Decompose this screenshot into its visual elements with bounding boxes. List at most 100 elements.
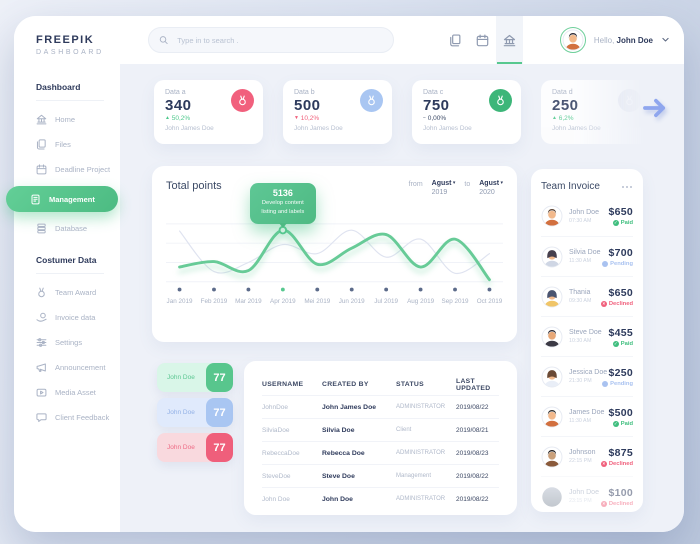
logo-title: FREEPIK: [36, 34, 95, 46]
invoice-item: Steve Doe 10:30 AM $455 ✓ Paid: [541, 316, 633, 356]
cell-username: SteveDoe: [262, 472, 291, 480]
chevron-down-icon[interactable]: [661, 31, 670, 49]
cell-created-by: John Doe: [322, 495, 353, 503]
month-dot: [418, 287, 423, 292]
invoice-status: × Declined: [600, 500, 633, 507]
topbar-bank-button[interactable]: [496, 16, 523, 64]
invoice-time: 10:30 AM: [569, 338, 592, 344]
paid-status-icon: ✓: [612, 220, 619, 226]
divider: [36, 100, 104, 101]
arrow-right-icon: [642, 97, 668, 119]
sidebar-item-label: Team Award: [55, 288, 97, 297]
avatar: [541, 246, 563, 267]
stat-value: 500: [294, 97, 321, 114]
month-dot: [315, 287, 320, 292]
stat-card-data-d: Data d 250 ▲ 6,2% John James Doe: [541, 80, 650, 144]
score-card[interactable]: John Doe 77: [157, 363, 233, 392]
sidebar-item-database[interactable]: Database: [14, 216, 120, 241]
sidebar-item-client-feedback[interactable]: Client Feedback: [14, 405, 120, 430]
topbar-files-button[interactable]: [442, 16, 469, 64]
date-range: from Agust ▾ 2019 to Agust ▾ 2020: [409, 180, 503, 196]
invoice-amount: $700: [608, 246, 633, 259]
invoice-name: Steve Doe: [569, 329, 602, 336]
sidebar-item-announcement[interactable]: Announcement: [14, 355, 120, 380]
cell-status: ADMINISTRATOR: [396, 404, 446, 410]
x-tick-label: Jan 2019: [166, 298, 193, 306]
next-cards-button[interactable]: [642, 97, 668, 124]
cell-status: ADMINISTRATOR: [396, 496, 446, 502]
cell-username: JohnDoe: [262, 403, 289, 411]
sidebar-item-home[interactable]: Home: [14, 107, 120, 132]
topbar: Hello, John Doe: [120, 16, 684, 64]
invoice-time: 11:30 AM: [569, 418, 591, 424]
x-tick-label: Aug 2019: [407, 298, 435, 306]
chart-tooltip: 5136 Develop content listing and labels: [249, 183, 316, 224]
files-icon: [449, 34, 462, 47]
month-dot: [487, 287, 492, 292]
sidebar-item-label: Media Asset: [55, 388, 96, 397]
search-input[interactable]: [175, 34, 383, 46]
score-card[interactable]: John Doe 77: [157, 398, 233, 427]
sidebar-item-invoice-data[interactable]: Invoice data: [14, 305, 120, 330]
chat-icon: [36, 412, 47, 423]
sidebar-item-files[interactable]: Files: [14, 132, 120, 157]
invoice-time: 07:30 AM: [569, 217, 592, 224]
user-menu[interactable]: Hello, John Doe: [559, 16, 670, 64]
user-avatar[interactable]: [559, 27, 586, 53]
table-row: RebeccaDoe Rebecca Doe ADMINISTRATOR 201…: [262, 441, 499, 464]
cell-last-updated: 2019/08/22: [456, 495, 489, 503]
cell-created-by: Rebecca Doe: [322, 449, 365, 457]
medal-icon: [618, 89, 641, 112]
score-card[interactable]: John Doe 77: [157, 433, 233, 462]
stat-delta: ▼ 10,2%: [294, 115, 320, 122]
sidebar-item-label: Settings: [55, 338, 83, 347]
search-box[interactable]: [148, 27, 394, 53]
total-points-card: Total points from Agust ▾ 2019 to Agust …: [152, 166, 517, 342]
invoice-item: James Doe 11:30 AM $500 ✓ Paid: [541, 396, 633, 436]
stat-card-data-c: Data c 750 − 0,00% John James Doe: [412, 80, 521, 144]
score-card-value: 77: [206, 433, 233, 462]
files-icon: [36, 139, 47, 150]
calendar-icon: [36, 164, 47, 175]
medal-icon: [231, 89, 254, 112]
stat-owner: John James Doe: [294, 125, 343, 132]
avatar: [541, 326, 563, 347]
topbar-calendar-button[interactable]: [469, 16, 496, 64]
invoice-name: Thania: [569, 289, 591, 296]
sidebar-item-management[interactable]: Management: [6, 186, 118, 212]
stat-delta: ▲ 6,2%: [552, 115, 574, 122]
cell-last-updated: 2019/08/22: [456, 403, 489, 411]
cell-status: Management: [396, 473, 432, 479]
to-select[interactable]: Agust ▾ 2020: [479, 180, 503, 196]
invoice-item: Jessica Doe 21:30 PM $250 Pending: [541, 356, 633, 396]
stat-owner: John James Doe: [423, 125, 472, 132]
invoice-name: John Doe: [569, 208, 599, 216]
stat-label: Data d: [552, 89, 573, 96]
from-select[interactable]: Agust ▾ 2019: [431, 180, 456, 196]
tooltip-value: 5136: [272, 188, 293, 198]
sidebar-item-team-award[interactable]: Team Award: [14, 280, 120, 305]
month-dot: [384, 287, 389, 292]
sidebar-item-settings[interactable]: Settings: [14, 330, 120, 355]
avatar: [541, 205, 563, 227]
column-header: CREATED BY: [322, 381, 369, 388]
sidebar-item-media-asset[interactable]: Media Asset: [14, 380, 120, 405]
stat-label: Data c: [423, 89, 444, 96]
cell-created-by: Steve Doe: [322, 472, 355, 480]
sidebar-item-deadline-project[interactable]: Deadline Project: [14, 157, 120, 182]
invoice-status: Pending: [602, 380, 633, 387]
more-menu-icon[interactable]: [621, 183, 633, 191]
divider: [36, 273, 104, 274]
cell-status: Client: [396, 427, 412, 433]
invoice-panel-title: Team Invoice: [541, 181, 600, 192]
avatar: [541, 366, 563, 387]
medal-icon: [36, 287, 47, 298]
invoice-item: Thania 09:30 AM $650 × Declined: [541, 276, 633, 316]
score-cards: John Doe 77 John Doe 77 John Doe 77: [157, 363, 233, 462]
invoice-time: 23:15 PM: [569, 498, 592, 504]
invoice-amount: $100: [608, 486, 633, 499]
from-label: from: [408, 181, 423, 188]
table-row: SteveDoe Steve Doe Management 2019/08/22: [262, 464, 499, 487]
paid-status-icon: ✓: [612, 340, 619, 347]
invoice-amount: $500: [608, 406, 633, 419]
